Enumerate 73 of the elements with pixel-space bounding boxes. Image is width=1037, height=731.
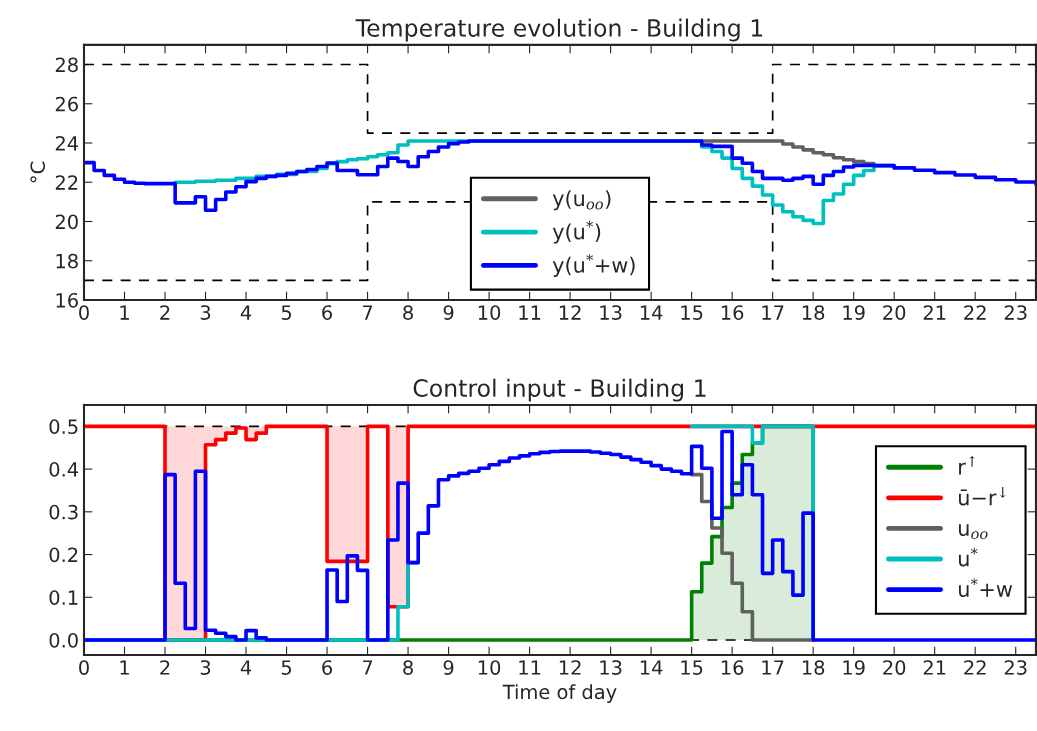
- y-tick-label: 0.2: [49, 547, 78, 563]
- y-tick-label: 0.1: [49, 590, 78, 605]
- y-tick-label: 0.5: [49, 419, 78, 435]
- legend-label: y(u$_{oo}$): [552, 190, 611, 211]
- y-tick-label: 26: [55, 96, 78, 112]
- x-tick-label: 10: [478, 660, 501, 675]
- x-tick-label: 9: [443, 305, 454, 320]
- x-tick-label: 0: [79, 305, 89, 320]
- x-tick-label: 17: [762, 660, 784, 675]
- x-tick-label: 13: [600, 660, 622, 675]
- x-tick-label: 3: [200, 660, 211, 675]
- y-tick-label: 16: [56, 292, 78, 308]
- y-tick-label: 24: [55, 135, 79, 151]
- x-tick-label: 20: [883, 305, 906, 320]
- x-tick-label: 14: [640, 305, 663, 320]
- legend-label: u$_{oo}$: [958, 524, 988, 540]
- legend-label: y(u$^{*}$+w): [552, 254, 635, 277]
- x-tick-label: 19: [843, 305, 865, 320]
- y-tick-label: 0.3: [49, 504, 78, 520]
- x-tick-label: 12: [559, 305, 581, 320]
- x-tick-label: 6: [322, 305, 333, 320]
- chart-title: Temperature evolution - Building 1: [355, 18, 763, 42]
- y-tick-label: 0.4: [49, 462, 79, 477]
- x-tick-label: 1: [120, 305, 129, 320]
- x-tick-label: 1: [120, 660, 129, 675]
- x-tick-label: 15: [681, 305, 703, 320]
- x-tick-label: 16: [721, 660, 744, 675]
- legend-label: u$^{*}$+w: [958, 578, 1013, 598]
- x-tick-label: 4: [240, 305, 252, 320]
- x-tick-label: 5: [281, 305, 292, 320]
- y-tick-label: 22: [55, 175, 78, 190]
- x-tick-label: 7: [362, 660, 373, 675]
- x-tick-label: 8: [403, 660, 413, 675]
- x-tick-label: 6: [322, 660, 333, 675]
- y-tick-label: 28: [55, 57, 78, 73]
- x-tick-label: 9: [443, 660, 454, 675]
- x-tick-label: 18: [802, 660, 825, 675]
- legend-label: ū−r$^{↓}$: [958, 487, 1006, 506]
- x-tick-label: 2: [160, 660, 170, 675]
- x-tick-label: 22: [964, 660, 986, 675]
- x-tick-label: 20: [883, 660, 906, 675]
- x-tick-label: 8: [403, 305, 413, 320]
- x-tick-label: 11: [519, 305, 541, 320]
- legend-label: y(u$^{*}$): [552, 220, 601, 244]
- y-tick-label: 18: [56, 253, 78, 269]
- legend-label: u$^{*}$: [958, 547, 978, 567]
- x-tick-label: 2: [160, 305, 170, 320]
- x-tick-label: 5: [281, 660, 292, 675]
- x-tick-label: 17: [762, 305, 784, 320]
- x-tick-label: 0: [79, 660, 89, 675]
- x-tick-label: 21: [923, 660, 946, 675]
- x-tick-label: 23: [1004, 305, 1027, 320]
- x-tick-label: 15: [681, 660, 703, 675]
- x-tick-label: 13: [600, 305, 622, 320]
- x-tick-label: 18: [802, 305, 825, 320]
- x-tick-label: 10: [478, 305, 501, 320]
- x-tick-label: 23: [1004, 660, 1027, 675]
- x-tick-label: 22: [964, 305, 986, 320]
- x-tick-label: 7: [362, 305, 373, 320]
- y-tick-label: 20: [55, 214, 78, 230]
- x-tick-label: 11: [519, 660, 541, 675]
- y-tick-label: 0.0: [49, 632, 78, 648]
- x-tick-label: 12: [559, 660, 581, 675]
- x-tick-label: 3: [200, 305, 211, 320]
- x-tick-label: 14: [640, 660, 663, 675]
- legend-label: r$^{↑}$: [959, 456, 976, 475]
- x-axis-title: Time of day: [502, 684, 617, 704]
- x-tick-label: 4: [240, 660, 252, 675]
- chart-title: Control input - Building 1: [413, 378, 706, 402]
- x-tick-label: 19: [843, 660, 865, 675]
- x-tick-label: 16: [721, 305, 744, 320]
- y-axis-title: °C: [30, 161, 46, 183]
- x-tick-label: 21: [923, 305, 946, 320]
